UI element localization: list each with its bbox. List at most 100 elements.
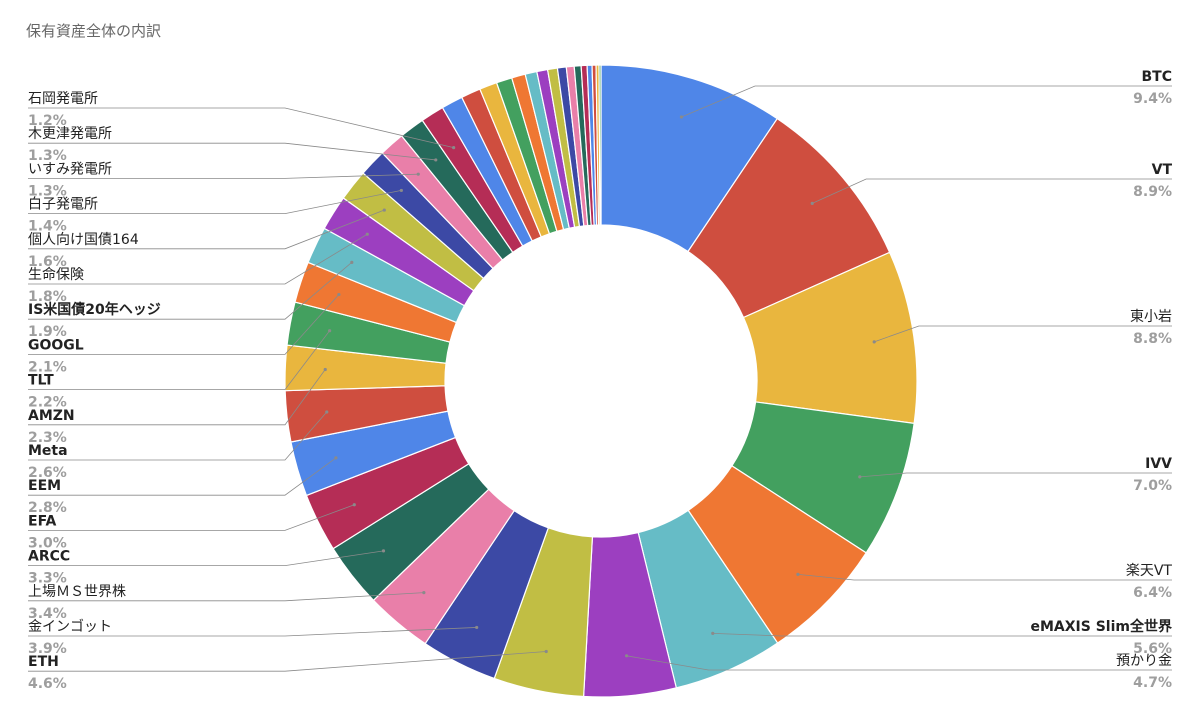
- leader-dot: [679, 115, 684, 119]
- leader-line: [28, 411, 328, 461]
- leader-line: [28, 107, 454, 149]
- leader-line: [874, 325, 1172, 343]
- leader-dot: [872, 340, 876, 344]
- slice-label: EFA: [28, 513, 57, 529]
- slice-percent: 1.8%: [28, 289, 67, 305]
- slice-percent: 8.9%: [1133, 184, 1172, 200]
- slice-percent: 2.3%: [28, 430, 67, 446]
- slice-label: Meta: [28, 443, 68, 459]
- leader-dot: [422, 591, 426, 595]
- slice-labels: BTC 9.4% VT 8.9% 東小岩 8.8% IVV 7.0% 楽天VT 6.4% eMAXI…: [28, 69, 1173, 692]
- leader-dot: [434, 158, 438, 162]
- slice-percent: 2.8%: [28, 500, 67, 516]
- leader-dot: [475, 625, 479, 630]
- slice-minor-39: [598, 64, 602, 226]
- slice-label: IVV: [1145, 456, 1172, 472]
- leader-dot: [337, 292, 341, 297]
- leader-line: [859, 472, 1172, 478]
- slice-label: 石岡発電所: [28, 91, 98, 107]
- leader-dot: [334, 456, 338, 460]
- slice-label: 木更津発電所: [28, 126, 112, 142]
- slices: [284, 64, 918, 698]
- slice-percent: 1.4%: [28, 219, 67, 235]
- slice-label: 生命保険: [28, 266, 84, 283]
- slice-label: IS米国債20年ヘッジ: [28, 301, 161, 318]
- leader-line: [28, 142, 436, 161]
- slice-percent: 7.0%: [1133, 478, 1172, 494]
- leader-line: [28, 627, 477, 637]
- slice-percent: 5.6%: [1133, 641, 1172, 657]
- leader-dot: [352, 503, 356, 507]
- slice-percent: 1.6%: [28, 254, 67, 270]
- slice-percent: 4.7%: [1133, 675, 1172, 691]
- slice-percent: 2.1%: [28, 359, 67, 375]
- leader-dot: [810, 201, 814, 205]
- slice-label: eMAXIS Slim全世界: [1031, 618, 1173, 635]
- leader-line: [28, 592, 424, 602]
- leader-dot: [328, 329, 332, 333]
- leader-line: [28, 457, 337, 496]
- leader-dot: [381, 549, 386, 553]
- leader-dot: [624, 654, 629, 658]
- slice-label: 個人向け国債164: [28, 232, 139, 248]
- slice-percent: 2.2%: [28, 395, 67, 411]
- slice-label: GOOGL: [28, 337, 84, 353]
- leader-dot: [544, 649, 548, 654]
- slice-percent: 1.3%: [28, 183, 67, 199]
- leader-line: [28, 369, 326, 426]
- leader-dot: [399, 188, 403, 193]
- slice-percent: 3.3%: [28, 571, 67, 587]
- slice-label: 上場ＭＳ世界株: [28, 584, 126, 600]
- leader-dot: [416, 172, 420, 176]
- leader-dot: [452, 146, 456, 150]
- leader-dot: [858, 475, 862, 479]
- slice-percent: 4.6%: [28, 676, 67, 692]
- leader-line: [28, 173, 419, 179]
- leader-line: [28, 294, 340, 355]
- slice-percent: 8.8%: [1133, 331, 1172, 347]
- slice-percent: 1.9%: [28, 324, 67, 340]
- slice-label: 預かり金: [1116, 653, 1172, 669]
- leader-dot: [365, 232, 369, 236]
- leader-line: [28, 550, 384, 566]
- slice-percent: 1.3%: [28, 148, 67, 164]
- slice-percent: 3.9%: [28, 641, 67, 657]
- slice-percent: 3.4%: [28, 606, 67, 622]
- slice-label: いすみ発電所: [28, 161, 112, 177]
- leader-line: [28, 190, 402, 215]
- leader-line: [28, 262, 353, 320]
- slice-label: 楽天VT: [1126, 563, 1173, 579]
- slice-label: VT: [1152, 162, 1173, 178]
- slice-label: 白子発電所: [28, 197, 98, 213]
- leader-dot: [711, 631, 715, 635]
- slice-percent: 1.2%: [28, 113, 67, 129]
- slice-label: TLT: [28, 373, 54, 389]
- slice-percent: 6.4%: [1133, 585, 1172, 601]
- leader-line: [28, 209, 385, 250]
- leader-dot: [796, 572, 800, 576]
- slice-label: EEM: [28, 478, 61, 494]
- slice-label: AMZN: [28, 408, 75, 424]
- slice-label: BTC: [1142, 69, 1173, 85]
- leader-dot: [350, 260, 354, 264]
- leader-dot: [382, 208, 386, 212]
- leader-line: [28, 504, 355, 531]
- slice-label: ARCC: [28, 549, 70, 565]
- slice-percent: 2.6%: [28, 465, 67, 481]
- slice-percent: 3.0%: [28, 535, 67, 551]
- leader-line: [812, 178, 1172, 204]
- leader-line: [626, 655, 1172, 671]
- leader-line: [28, 651, 547, 672]
- slice-label: 金インゴット: [28, 618, 112, 635]
- slice-label: ETH: [28, 654, 59, 670]
- chart-title: 保有資産全体の内訳: [26, 22, 162, 40]
- leader-line: [28, 233, 368, 285]
- leader-line: [712, 632, 1172, 637]
- leader-line: [797, 573, 1172, 581]
- slice-percent: 9.4%: [1133, 91, 1172, 107]
- leader-line: [681, 85, 1172, 118]
- leader-dot: [323, 367, 327, 372]
- slice-label: 東小岩: [1130, 309, 1172, 325]
